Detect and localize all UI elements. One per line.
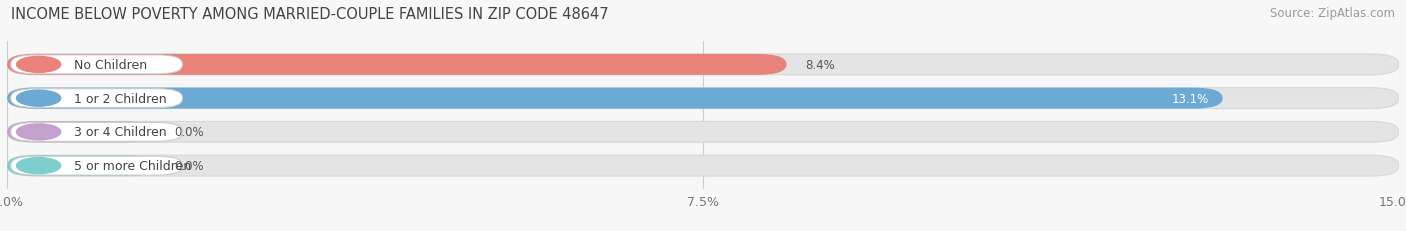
Text: No Children: No Children — [75, 59, 148, 72]
Text: 3 or 4 Children: 3 or 4 Children — [75, 126, 166, 139]
Circle shape — [17, 91, 60, 107]
Text: Source: ZipAtlas.com: Source: ZipAtlas.com — [1270, 7, 1395, 20]
FancyBboxPatch shape — [7, 88, 1399, 109]
FancyBboxPatch shape — [7, 155, 1399, 176]
FancyBboxPatch shape — [7, 155, 156, 176]
FancyBboxPatch shape — [11, 156, 183, 175]
Text: 13.1%: 13.1% — [1171, 92, 1209, 105]
FancyBboxPatch shape — [11, 123, 183, 142]
Text: 0.0%: 0.0% — [174, 159, 204, 172]
FancyBboxPatch shape — [7, 55, 786, 76]
FancyBboxPatch shape — [7, 88, 1223, 109]
Circle shape — [17, 158, 60, 174]
FancyBboxPatch shape — [11, 89, 183, 108]
FancyBboxPatch shape — [7, 122, 156, 143]
Text: 1 or 2 Children: 1 or 2 Children — [75, 92, 166, 105]
FancyBboxPatch shape — [7, 55, 1399, 76]
Text: 5 or more Children: 5 or more Children — [75, 159, 191, 172]
Text: INCOME BELOW POVERTY AMONG MARRIED-COUPLE FAMILIES IN ZIP CODE 48647: INCOME BELOW POVERTY AMONG MARRIED-COUPL… — [11, 7, 609, 22]
Circle shape — [17, 124, 60, 140]
Text: 0.0%: 0.0% — [174, 126, 204, 139]
FancyBboxPatch shape — [7, 122, 1399, 143]
Circle shape — [17, 57, 60, 73]
Text: 8.4%: 8.4% — [806, 59, 835, 72]
FancyBboxPatch shape — [11, 56, 183, 75]
